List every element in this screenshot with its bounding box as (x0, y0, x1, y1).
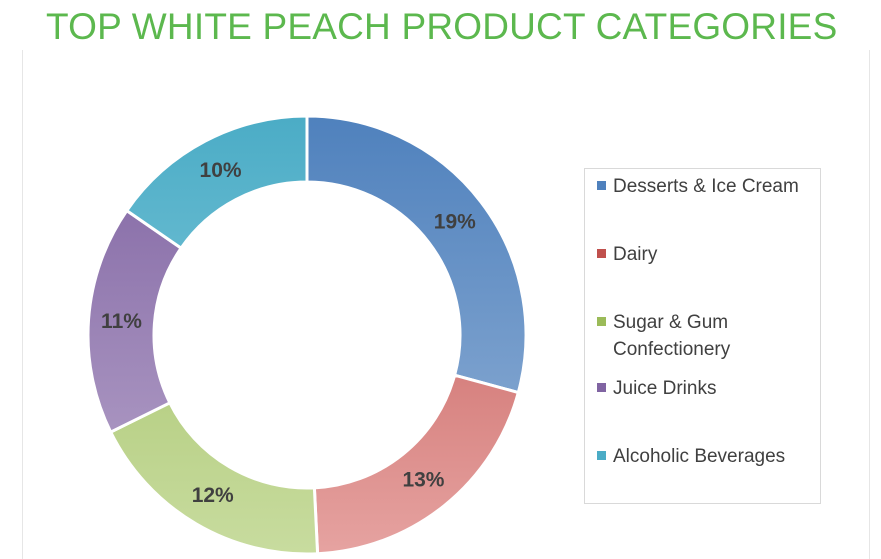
legend-item-sugar-and-gum-confectionery: Sugar & Gum Confectionery (597, 309, 818, 363)
legend-label: Dairy (613, 244, 658, 265)
legend-swatch (597, 451, 606, 460)
legend-swatch (597, 383, 606, 392)
donut-slices (86, 114, 528, 556)
donut-slice-alcoholic-beverages (124, 114, 309, 251)
legend-item-alcoholic-beverages: Alcoholic Beverages (597, 443, 818, 470)
donut-slice-dairy (312, 373, 521, 556)
legend-swatch (597, 181, 606, 190)
legend-swatch (597, 249, 606, 258)
legend-label: Desserts & Ice Cream (613, 176, 799, 197)
frame-border-left (22, 50, 23, 559)
data-label-desserts-and-ice-cream: 19% (434, 211, 476, 234)
data-label-dairy: 13% (402, 469, 444, 492)
data-label-sugar-and-gum-confectionery: 12% (192, 484, 234, 507)
legend-label: Alcoholic Beverages (613, 446, 786, 467)
legend-swatch (597, 317, 606, 326)
legend-item-dairy: Dairy (597, 241, 818, 268)
legend-item-juice-drinks: Juice Drinks (597, 375, 818, 402)
donut-labels: 19% 13% 12% 11% 10% (101, 159, 476, 507)
donut-slice-desserts-and-ice-cream (305, 114, 528, 395)
legend-label: Sugar & Gum Confectionery (613, 312, 731, 360)
chart-title: TOP WHITE PEACH PRODUCT CATEGORIES (46, 6, 838, 47)
chart-legend: Desserts & Ice Cream Dairy Sugar & Gum Con… (584, 168, 821, 504)
donut-slice-sugar-and-gum-confectionery (108, 400, 320, 556)
data-label-juice-drinks: 11% (101, 310, 142, 333)
frame-border-right (869, 50, 870, 559)
legend-item-desserts-and-ice-cream: Desserts & Ice Cream (597, 173, 818, 200)
data-label-alcoholic-beverages: 10% (200, 159, 242, 182)
legend-label: Juice Drinks (613, 378, 717, 399)
